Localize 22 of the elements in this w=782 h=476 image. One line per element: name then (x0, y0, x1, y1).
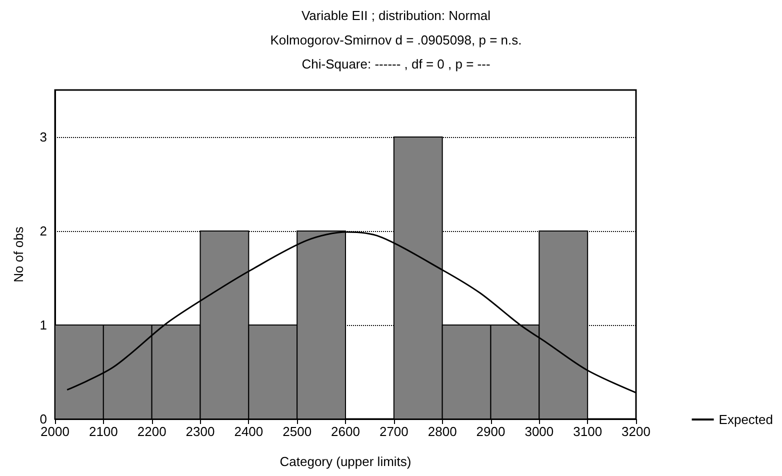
x-tick-label: 2600 (331, 424, 360, 439)
y-tick-label: 1 (40, 318, 47, 332)
x-tick-label: 3000 (524, 424, 554, 439)
chart-subtitle: Kolmogorov-Smirnov d = .0905098, p = n.s. Chi-Square: ------ , df = 0 , p = --- (270, 32, 522, 72)
x-tick-label: 2000 (40, 424, 70, 439)
y-tick-label: 3 (40, 130, 47, 144)
x-tick-label: 2800 (428, 424, 457, 439)
x-tick-label: 2900 (476, 424, 506, 439)
x-tick-label: 2700 (379, 424, 408, 439)
x-tick-label: 3200 (622, 424, 650, 439)
y-axis-title: No of obs (11, 226, 26, 282)
x-tick-label: 2100 (88, 424, 118, 439)
x-tick-label: 2400 (234, 424, 264, 439)
x-tick-label: 2500 (282, 424, 312, 439)
y-tick-label: 2 (40, 224, 47, 238)
legend-label: Expected (718, 412, 773, 427)
chart-title: Variable EII ; distribution: Normal (301, 8, 491, 23)
x-tick-label: 2200 (137, 424, 166, 439)
x-axis-title: Category (upper limits) (280, 454, 412, 469)
x-tick-label: 3100 (573, 424, 602, 439)
x-tick-label: 2300 (186, 424, 215, 439)
y-tick-label: 0 (40, 412, 47, 426)
